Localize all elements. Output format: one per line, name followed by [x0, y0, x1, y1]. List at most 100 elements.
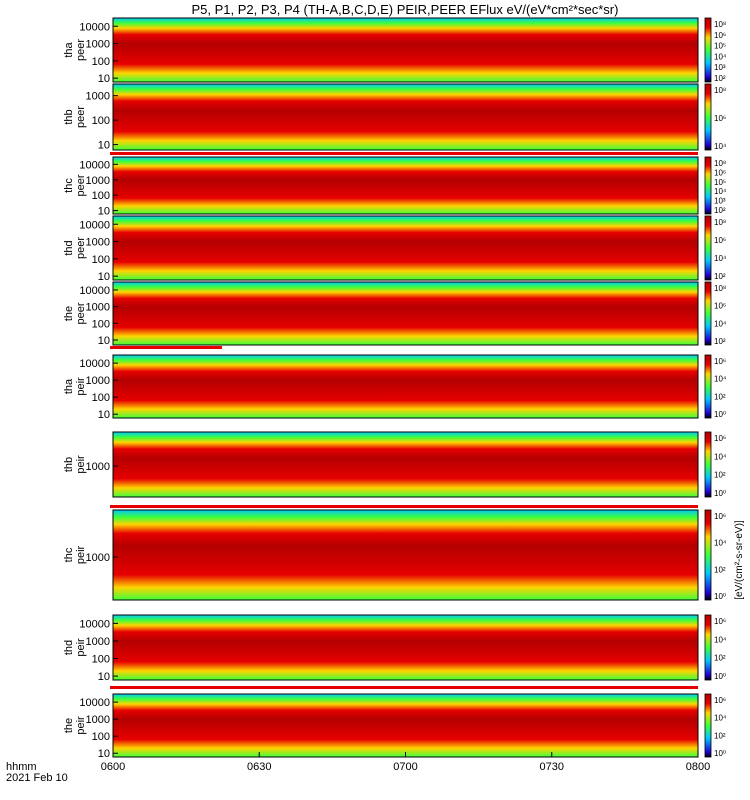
- panel-frame: [112, 215, 699, 281]
- colorbar-tick-label: 10⁰: [714, 489, 726, 498]
- status-bar: [110, 346, 222, 349]
- colorbar: [704, 281, 712, 346]
- y-tick-label: 100: [92, 654, 110, 666]
- y-tick-label: 1000: [86, 237, 110, 249]
- colorbar-tick-label: 10⁰: [714, 749, 726, 758]
- colorbar: [704, 509, 712, 601]
- y-tick-label: 100: [92, 318, 110, 330]
- spectrogram-body: [113, 216, 698, 280]
- x-tick-label: 0800: [686, 761, 710, 773]
- panel-label-species: peer: [75, 39, 87, 61]
- panel-label-probe: thd: [63, 640, 75, 655]
- colorbar-tick-label: 10²: [714, 471, 726, 480]
- spectrogram-body: [113, 355, 698, 418]
- x-tick-label: 0630: [247, 761, 271, 773]
- colorbar-tick-label: 10²: [714, 392, 726, 401]
- panel-label-species: peer: [75, 237, 87, 259]
- panel-label-species: peer: [75, 106, 87, 128]
- y-tick-label: 100: [92, 115, 110, 127]
- colorbar: [704, 693, 712, 758]
- colorbar-tick-label: 10⁴: [714, 539, 727, 548]
- y-tick-label: 10000: [79, 697, 110, 709]
- colorbar-tick-label: 10⁶: [714, 512, 726, 521]
- spectrogram-body: [113, 157, 698, 214]
- y-tick-label: 1000: [86, 375, 110, 387]
- y-tick-label: 1000: [86, 302, 110, 314]
- panel-label-probe: thc: [63, 178, 75, 193]
- spectrogram-body: [113, 84, 698, 150]
- colorbar-tick-label: 10⁶: [714, 357, 726, 366]
- panel-label-species: peer: [75, 302, 87, 324]
- panel-label-species: peir: [75, 455, 87, 474]
- panel-label-probe: thb: [63, 457, 75, 472]
- x-tick-label: 0600: [101, 761, 125, 773]
- figure-title: P5, P1, P2, P3, P4 (TH-A,B,C,D,E) PEIR,P…: [191, 2, 619, 17]
- colorbar-tick-label: 10⁰: [714, 410, 726, 419]
- panel-label-probe: thc: [63, 547, 75, 562]
- y-tick-label: 100: [92, 190, 110, 202]
- colorbar-tick-label: 10⁵: [714, 178, 726, 187]
- colorbar-tick-label: 10²: [714, 565, 726, 574]
- y-tick-label: 10000: [79, 285, 110, 297]
- panel-frame: [112, 614, 699, 681]
- panel-label-probe: the: [63, 718, 75, 733]
- colorbar: [704, 17, 712, 83]
- colorbar-tick-label: 10⁰: [714, 592, 726, 601]
- colorbar-tick-label: 10⁶: [714, 434, 726, 443]
- status-bar: [110, 505, 698, 508]
- colorbar-tick-label: 10²: [714, 272, 726, 281]
- y-tick-label: 100: [92, 392, 110, 404]
- spectrogram-panel-thc-peir: 1000 thc peir 10⁰ 10² 10⁴ 10⁶: [63, 509, 727, 601]
- colorbar-tick-label: 10²: [714, 654, 726, 663]
- y-tick-label: 10: [98, 748, 110, 760]
- colorbar-tick-label: 10⁶: [714, 114, 726, 123]
- panel-frame: [112, 83, 699, 151]
- y-tick-label: 1000: [86, 175, 110, 187]
- panel-frame: [112, 17, 699, 83]
- colorbar-tick-label: 10⁴: [714, 52, 727, 61]
- colorbar-tick-label: 10²: [714, 337, 726, 346]
- panel-frame: [112, 156, 699, 215]
- y-tick-label: 10: [98, 140, 110, 152]
- y-tick-label: 100: [92, 56, 110, 68]
- panel-frame: [112, 431, 699, 498]
- colorbar-tick-label: 10⁶: [714, 696, 726, 705]
- panel-frame: [112, 281, 699, 346]
- colorbar-tick-label: 10⁶: [714, 617, 726, 626]
- spectrogram-body: [113, 615, 698, 680]
- colorbar-tick-label: 10⁴: [714, 319, 727, 328]
- y-tick-label: 10: [98, 73, 110, 85]
- time-row-label: hhmm: [6, 761, 37, 773]
- colorbar-tick-label: 10²: [714, 206, 726, 215]
- y-tick-label: 1000: [86, 714, 110, 726]
- status-bar: [110, 686, 698, 689]
- panel-label-probe: the: [63, 306, 75, 321]
- panel-label-probe: thd: [63, 240, 75, 255]
- spectrogram-panel-the-peer: 10 100 1000 10000 the peer 10² 10⁴ 10⁶ 10⁸: [63, 281, 727, 347]
- panel-label-species: peir: [75, 377, 87, 396]
- colorbar-tick-label: 10⁴: [714, 375, 727, 384]
- colorbar: [704, 83, 712, 151]
- y-tick-label: 100: [92, 731, 110, 743]
- panel-label-species: peer: [75, 174, 87, 196]
- x-tick-label: 0730: [540, 761, 564, 773]
- x-tick-label: 0700: [393, 761, 417, 773]
- y-tick-label: 10: [98, 335, 110, 347]
- y-tick-label: 1000: [86, 461, 110, 473]
- panel-label-probe: tha: [63, 378, 75, 394]
- y-tick-label: 10: [98, 271, 110, 283]
- colorbar-tick-label: 10⁸: [714, 159, 726, 168]
- colorbar: [704, 614, 712, 681]
- y-tick-label: 10000: [79, 219, 110, 231]
- colorbar: [704, 431, 712, 498]
- panel-label-species: peir: [75, 716, 87, 735]
- colorbar-tick-label: 10⁶: [714, 302, 726, 311]
- status-bar: [110, 152, 698, 155]
- spectrogram-panel-thd-peer: 10 100 1000 10000 thd peer 10² 10⁴ 10⁶ 10⁸: [63, 215, 727, 283]
- colorbar-tick-label: 10⁰: [714, 672, 726, 681]
- panel-label-species: peir: [75, 545, 87, 564]
- colorbar-tick-label: 10⁶: [714, 168, 726, 177]
